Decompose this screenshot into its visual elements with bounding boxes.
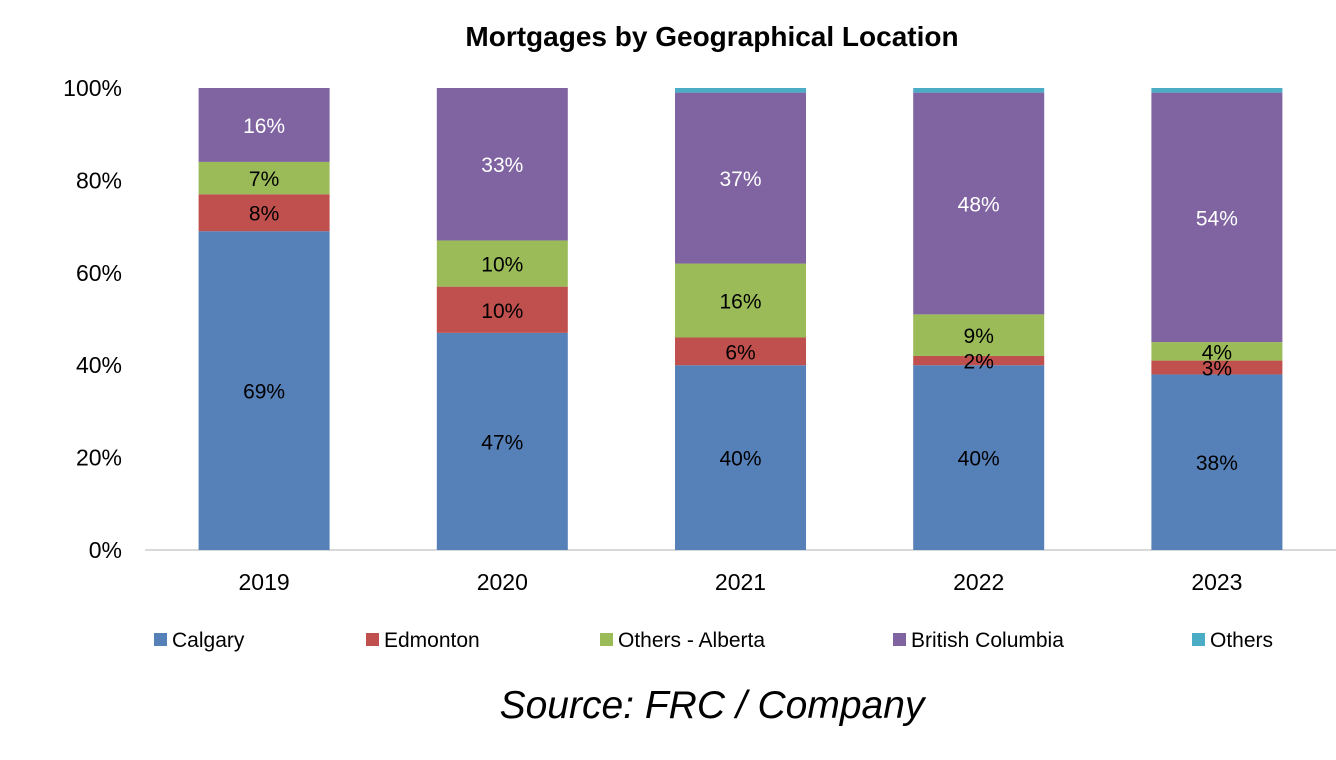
y-tick-label: 20%	[76, 445, 122, 471]
bar-segment	[913, 355, 1045, 366]
legend-swatch	[1192, 633, 1205, 646]
bar-segment	[1151, 342, 1283, 361]
data-label: 40%	[958, 448, 1000, 471]
source-note: Source: FRC / Company	[500, 684, 927, 727]
bar-segment	[675, 88, 806, 93]
y-tick-label: 80%	[76, 167, 122, 193]
bar-segment	[436, 240, 568, 287]
data-label: 10%	[481, 300, 523, 323]
legend-swatch	[893, 633, 906, 646]
y-tick-label: 0%	[89, 537, 122, 563]
data-label: 6%	[725, 341, 755, 364]
data-label: 4%	[1202, 341, 1232, 364]
data-label: 33%	[481, 154, 523, 177]
axes: 0% 20% 40% 60% 80% 100% 2019 2020 2021 2022 2023	[63, 75, 1336, 595]
legend-swatch	[600, 633, 613, 646]
bar-segment	[675, 337, 806, 366]
legend-swatch	[154, 633, 167, 646]
legend-label: Edmonton	[384, 629, 480, 652]
data-label: 37%	[719, 168, 761, 191]
bar-segment	[436, 332, 568, 550]
bar-segment	[913, 88, 1045, 93]
data-labels: 69% 8% 7% 16% 47% 10% 10% 33% 40% 6% 16% 37% 40% 2% 9%…	[243, 115, 1238, 475]
bar-segment	[913, 314, 1045, 356]
data-label: 2%	[964, 351, 994, 374]
bar-segment	[436, 286, 568, 333]
bar-segment	[1151, 92, 1283, 343]
data-label: 16%	[719, 291, 761, 314]
data-label: 40%	[719, 448, 761, 471]
chart-title: Mortgages by Geographical Location	[465, 21, 958, 52]
data-label: 54%	[1196, 207, 1238, 230]
data-label: 10%	[481, 254, 523, 277]
bar-segment	[198, 231, 330, 550]
x-tick-label: 2019	[239, 569, 290, 595]
x-tick-label: 2020	[477, 569, 528, 595]
legend-label: British Columbia	[911, 629, 1064, 652]
bar-segment	[1151, 360, 1283, 375]
bar-segment	[675, 92, 806, 264]
x-tick-label: 2021	[715, 569, 766, 595]
bar-segment	[675, 365, 806, 550]
data-label: 48%	[958, 194, 1000, 217]
bar-segment	[913, 365, 1045, 550]
data-label: 3%	[1202, 358, 1232, 381]
data-label: 8%	[249, 203, 279, 226]
bar-segment	[1151, 374, 1283, 550]
legend-label: Others - Alberta	[618, 629, 765, 652]
bars	[198, 88, 1283, 550]
bar-segment	[198, 88, 330, 162]
data-label: 16%	[243, 115, 285, 138]
data-label: 9%	[964, 325, 994, 348]
data-label: 7%	[249, 168, 279, 191]
bar-segment	[913, 92, 1045, 315]
bar-segment	[675, 263, 806, 338]
x-tick-label: 2023	[1191, 569, 1242, 595]
legend-label: Calgary	[172, 629, 245, 652]
legend: Calgary Edmonton Others - Alberta British C…	[154, 629, 1273, 652]
y-tick-label: 60%	[76, 260, 122, 286]
bar-segment	[198, 194, 330, 232]
bar-segment	[198, 161, 330, 195]
x-tick-label: 2022	[953, 569, 1004, 595]
legend-swatch	[366, 633, 379, 646]
data-label: 47%	[481, 431, 523, 454]
data-label: 38%	[1196, 452, 1238, 475]
y-tick-label: 40%	[76, 352, 122, 378]
y-tick-label: 100%	[63, 75, 122, 101]
bar-segment	[1151, 88, 1283, 93]
data-label: 69%	[243, 381, 285, 404]
bar-segment	[436, 88, 568, 241]
legend-label: Others	[1210, 629, 1273, 652]
